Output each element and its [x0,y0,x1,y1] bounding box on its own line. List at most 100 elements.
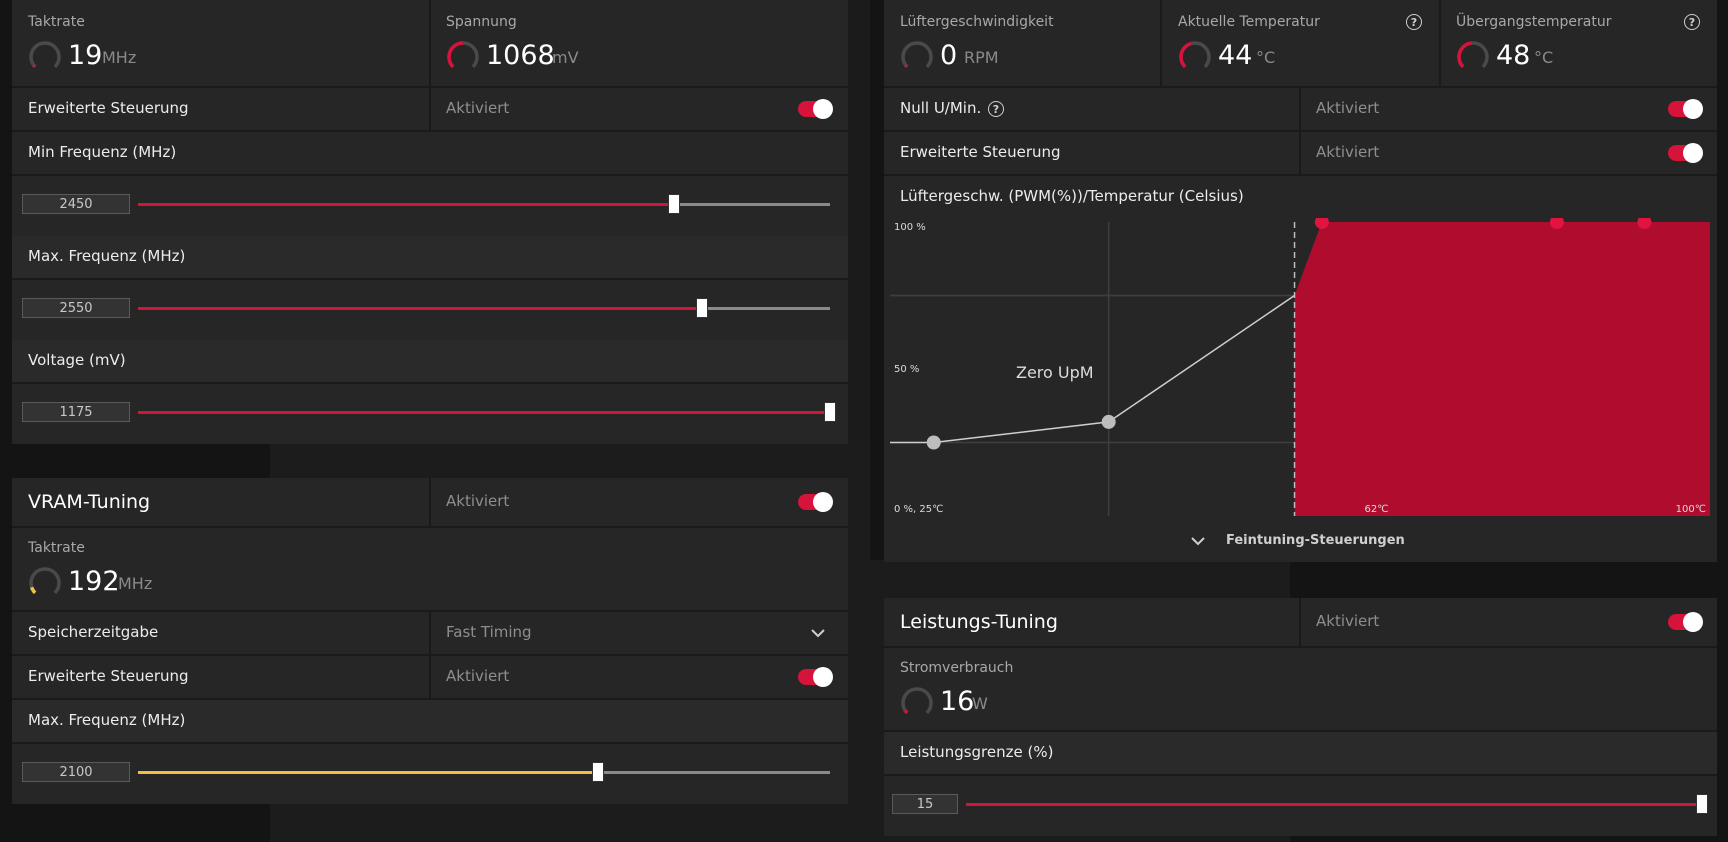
fan-advanced-toggle[interactable] [1668,143,1703,163]
vram-timing-label: Speicherzeitgabe [28,623,159,641]
power-limit-input[interactable]: 15 [892,794,958,814]
fan-advanced-status: Aktiviert [1316,143,1380,161]
min-freq-label: Min Frequenz (MHz) [28,143,177,161]
vram-max-freq-input[interactable]: 2100 [22,762,130,782]
vram-clock-unit: MHz [118,574,153,593]
slider-thumb[interactable] [824,402,836,422]
voltage-slider-row: 1175 [12,384,848,444]
chevron-down-icon[interactable] [1190,535,1206,547]
slider-fill [966,803,1702,806]
power-consumption-value: 16 [940,686,975,717]
power-limit-slider[interactable] [966,794,1708,814]
vram-clock-row: Taktrate 192 MHz [12,528,848,612]
chevron-down-icon[interactable] [810,627,826,639]
vram-clock-gauge [29,567,61,595]
voltage-header: Voltage (mV) [12,340,848,384]
fan-tuning-panel: Lüftergeschwindigkeit 0 RPM Aktuelle Tem… [884,0,1717,562]
fine-tuning-row[interactable]: Feintuning-Steuerungen [884,520,1717,562]
fan-stats-row: Lüftergeschwindigkeit 0 RPM Aktuelle Tem… [884,0,1717,88]
vram-max-freq-slider-row: 2100 [12,744,848,804]
power-header-row: Leistungs-Tuning Aktiviert [884,598,1717,648]
gpu-stats-row: Taktrate 19 MHz Spannung 1068 mV [12,0,848,88]
min-freq-slider[interactable] [138,194,830,214]
gpu-advanced-row: Erweiterte Steuerung Aktiviert [12,88,848,132]
max-freq-input[interactable]: 2550 [22,298,130,318]
vram-advanced-status: Aktiviert [446,667,510,685]
fan-curve-header: Lüftergeschw. (PWM(%))/Temperatur (Celsi… [884,176,1717,218]
vram-max-freq-header: Max. Frequenz (MHz) [12,700,848,744]
fan-speed-label: Lüftergeschwindigkeit [900,14,1054,30]
power-toggle[interactable] [1668,612,1703,632]
gpu-advanced-status: Aktiviert [446,99,510,117]
vram-max-freq-label: Max. Frequenz (MHz) [28,711,186,729]
power-tuning-panel: Leistungs-Tuning Aktiviert Stromverbrauc… [884,598,1717,836]
slider-thumb[interactable] [1696,794,1708,814]
current-temp-help-icon[interactable]: ? [1406,14,1422,30]
vram-advanced-toggle[interactable] [798,667,833,687]
gpu-clock-label: Taktrate [28,14,85,30]
slider-fill [138,203,675,206]
fan-advanced-row: Erweiterte Steuerung Aktiviert [884,132,1717,176]
current-temp-gauge [1179,41,1211,69]
zero-rpm-point[interactable] [926,435,941,450]
current-temp-unit: °C [1256,48,1276,67]
zero-rpm-help-icon[interactable]: ? [988,101,1004,117]
gpu-clock-gauge [29,41,61,69]
junction-temp-help-icon[interactable]: ? [1684,14,1700,30]
fan-speed-value: 0 [940,40,958,71]
zero-rpm-status: Aktiviert [1316,99,1380,117]
max-freq-slider[interactable] [138,298,830,318]
slider-fill [138,411,830,414]
power-consumption-unit: W [972,694,988,713]
zero-rpm-toggle[interactable] [1668,99,1703,119]
fan-speed-gauge [901,41,933,69]
vram-status: Aktiviert [446,492,510,510]
power-consumption-row: Stromverbrauch 16 W [884,648,1717,732]
max-freq-slider-row: 2550 [12,280,848,340]
fan-curve-chart[interactable]: 100 % 50 % 0 %, 25℃ 62℃ 100℃ Zero UpM [890,218,1710,520]
slider-thumb[interactable] [668,194,681,214]
zero-rpm-point[interactable] [1101,414,1116,429]
gpu-advanced-toggle[interactable] [798,99,833,119]
zero-rpm-label: Null U/Min. [900,99,982,117]
vram-tuning-panel: VRAM-Tuning Aktiviert Taktrate 192 MHz S… [12,478,848,804]
fan-curve-title: Lüftergeschw. (PWM(%))/Temperatur (Celsi… [900,187,1244,205]
power-title: Leistungs-Tuning [900,611,1058,633]
zero-rpm-row: Null U/Min. ? Aktiviert [884,88,1717,132]
power-limit-label: Leistungsgrenze (%) [900,743,1054,761]
gpu-voltage-label: Spannung [446,14,517,30]
fan-curve-point[interactable] [1314,218,1329,229]
y-tick-label: 50 % [894,364,919,375]
gpu-advanced-label: Erweiterte Steuerung [28,99,189,117]
x-tick-label: 62℃ [1365,504,1389,515]
slider-thumb[interactable] [592,762,605,782]
y-tick-label: 0 %, 25℃ [894,504,943,515]
power-status: Aktiviert [1316,612,1380,630]
max-freq-header: Max. Frequenz (MHz) [12,236,848,280]
vram-timing-select[interactable]: Fast Timing [446,623,532,641]
voltage-input[interactable]: 1175 [22,402,130,422]
vram-advanced-row: Erweiterte Steuerung Aktiviert [12,656,848,700]
y-tick-label: 100 % [894,222,926,233]
min-freq-input[interactable]: 2450 [22,194,130,214]
gpu-tuning-panel: Taktrate 19 MHz Spannung 1068 mV Erweite… [12,0,848,444]
fan-curve-point[interactable] [1637,218,1652,229]
fan-speed-unit: RPM [964,48,999,67]
power-consumption-label: Stromverbrauch [900,660,1014,676]
fan-advanced-label: Erweiterte Steuerung [900,143,1061,161]
vram-clock-value: 192 [68,566,120,597]
voltage-slider[interactable] [138,402,836,422]
slider-thumb[interactable] [695,298,708,318]
vram-timing-row: Speicherzeitgabe Fast Timing [12,612,848,656]
gpu-clock-value: 19 [68,40,103,71]
junction-temp-label: Übergangstemperatur [1456,14,1612,30]
vram-max-freq-slider[interactable] [138,762,830,782]
power-limit-slider-row: 15 [884,776,1717,836]
fine-tuning-label[interactable]: Feintuning-Steuerungen [1226,533,1405,548]
vram-toggle[interactable] [798,492,833,512]
junction-temp-unit: °C [1534,48,1554,67]
fan-curve-point[interactable] [1549,218,1564,229]
current-temp-value: 44 [1218,40,1253,71]
power-limit-header: Leistungsgrenze (%) [884,732,1717,776]
vram-clock-label: Taktrate [28,540,85,556]
